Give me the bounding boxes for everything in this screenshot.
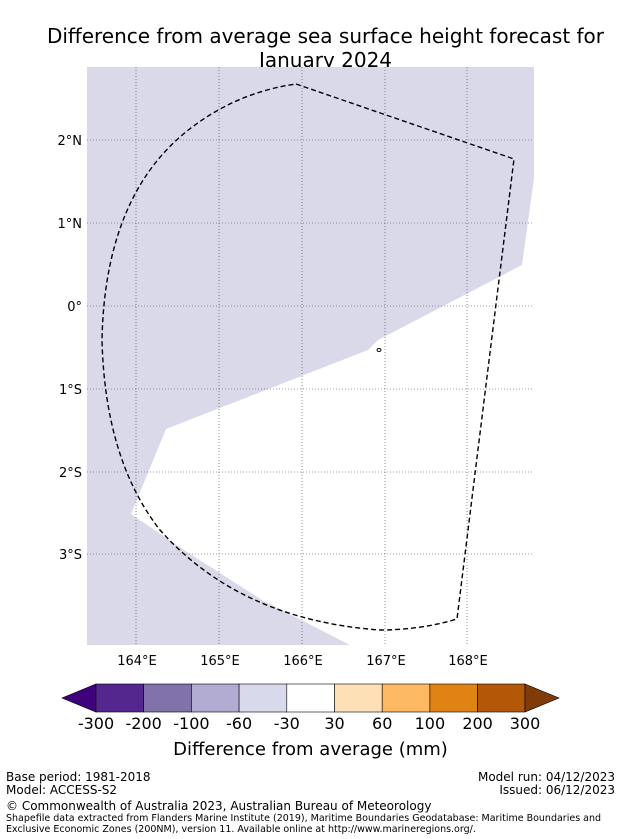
- shapefile-credit-line-1: Shapefile data extracted from Flanders M…: [6, 813, 602, 824]
- base-period: Base period: 1981-2018: [6, 770, 151, 784]
- colorbar-bin-6: [334, 683, 383, 713]
- issued-date: Issued: 06/12/2023: [499, 783, 615, 797]
- lon-label-168e: 168°E: [448, 654, 488, 669]
- colorbar-tick: 300: [509, 714, 541, 733]
- model-run-date: Model run: 04/12/2023: [477, 770, 615, 784]
- lat-label-2n: 2°N: [58, 134, 83, 149]
- lat-label-1s: 1°S: [59, 383, 82, 398]
- title-line-1: Difference from average sea surface heig…: [46, 24, 605, 48]
- colorbar-extend-high: [524, 683, 560, 713]
- island-marker: [376, 348, 382, 352]
- colorbar-tick: 200: [462, 714, 493, 733]
- colorbar-bin-1: [95, 683, 145, 713]
- colorbar-tick: 100: [414, 714, 446, 733]
- lat-label-2s: 2°S: [59, 466, 82, 481]
- colorbar-tick: 30: [324, 714, 345, 733]
- shapefile-credit-line-2: Exclusive Economic Zones (200NM), versio…: [6, 824, 476, 835]
- colorbar-bin-5: [286, 683, 335, 713]
- colorbar-label: Difference from average (mm): [173, 739, 448, 760]
- colorbar-tick: -60: [226, 714, 253, 733]
- lon-label-167e: 167°E: [366, 654, 406, 669]
- anomaly-region: [87, 67, 534, 645]
- lat-label-0: 0°: [67, 300, 82, 315]
- colorbar: [61, 683, 560, 713]
- colorbar-bin-7: [381, 683, 431, 713]
- colorbar-bin-8: [429, 683, 478, 713]
- lon-label-164e: 164°E: [117, 654, 157, 669]
- colorbar-tick: -100: [173, 714, 210, 733]
- lon-label-165e: 165°E: [200, 654, 240, 669]
- colorbar-tick: -200: [125, 714, 162, 733]
- copyright-notice: © Commonwealth of Australia 2023, Austra…: [6, 799, 432, 813]
- colorbar-tick: -30: [273, 714, 300, 733]
- colorbar-tick: -300: [77, 714, 115, 733]
- colorbar-bin-2: [143, 683, 192, 713]
- lat-label-3s: 3°S: [59, 548, 82, 563]
- model-name: Model: ACCESS-S2: [6, 783, 118, 797]
- chart-title: Difference from average sea surface heig…: [0, 24, 621, 72]
- colorbar-extend-low: [61, 683, 97, 713]
- eez-boundary: [101, 83, 515, 631]
- colorbar-bin-9: [477, 683, 526, 713]
- colorbar-bin-3: [191, 683, 240, 713]
- lat-label-1n: 1°N: [58, 217, 83, 232]
- colorbar-tick: 60: [372, 714, 393, 733]
- colorbar-bin-4: [238, 683, 288, 713]
- lon-label-166e: 166°E: [283, 654, 323, 669]
